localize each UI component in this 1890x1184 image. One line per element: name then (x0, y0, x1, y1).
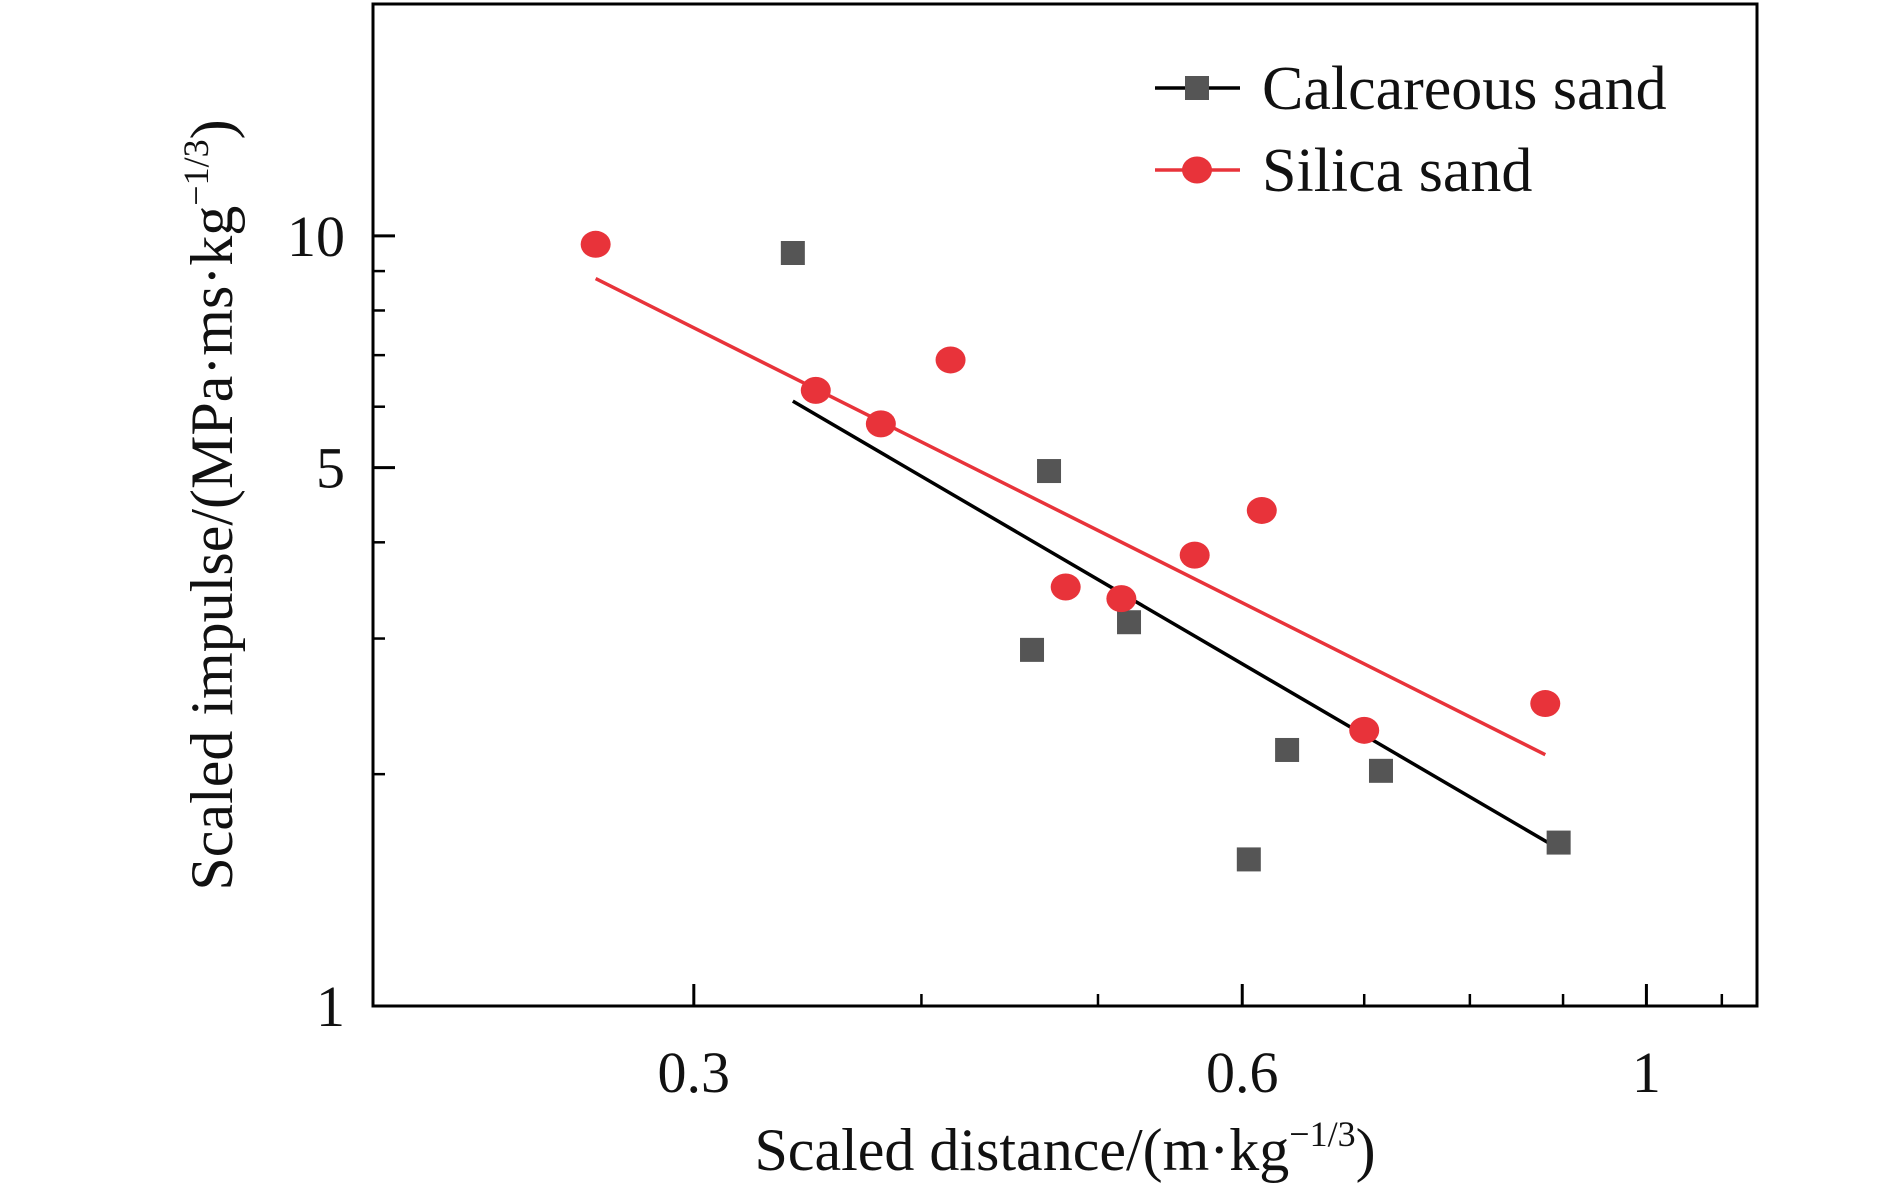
silica-point (1179, 541, 1210, 569)
y-axis-title: Scaled impulse/(MPa·ms·kg−1/3) (176, 119, 245, 890)
legend-calcareous-label: Calcareous sand (1262, 55, 1667, 123)
calcareous-point (1236, 847, 1261, 872)
x-axis-title: Scaled distance/(m·kg−1/3) (754, 1114, 1375, 1183)
silica-fit-line (594, 277, 1547, 757)
silica-point (935, 346, 966, 374)
calcareous-point (1037, 459, 1062, 484)
silica-point (580, 230, 611, 258)
silica-point (800, 376, 831, 404)
fit-lines-group (594, 277, 1560, 851)
calcareous-point (1546, 830, 1571, 855)
x-tick-label: 1 (1632, 1040, 1661, 1105)
legend-calcareous-marker (1185, 76, 1209, 100)
x-tick-label: 0.3 (658, 1040, 731, 1105)
legend: Calcareous sand Silica sand (1155, 55, 1667, 205)
legend-silica-label: Silica sand (1262, 137, 1532, 205)
y-tick-label: 10 (287, 204, 345, 269)
silica-point (1246, 496, 1277, 524)
legend-silica-marker (1182, 156, 1212, 184)
y-tick-label: 5 (316, 436, 345, 501)
y-axis-title-main: Scaled impulse/(MPa·ms·kg (179, 206, 245, 891)
silica-point (1050, 573, 1081, 601)
calcareous-fit-line (791, 399, 1560, 851)
calcareous-point (1275, 737, 1300, 762)
data-points-group (580, 230, 1571, 872)
x-axis-title-main: Scaled distance/(m·kg (754, 1117, 1289, 1183)
calcareous-point (1117, 610, 1142, 635)
silica-point (1106, 585, 1137, 613)
silica-point (1349, 716, 1380, 744)
silica-point (1530, 690, 1561, 718)
calcareous-point (1020, 637, 1045, 662)
y-axis-title-end: ) (179, 119, 245, 139)
y-axis-title-sup: −1/3 (176, 139, 216, 205)
calcareous-point (780, 240, 805, 265)
y-tick-label: 1 (316, 974, 345, 1039)
plot-border (371, 2, 1759, 1008)
plot-frame-group (371, 2, 1759, 1008)
calcareous-point (1368, 758, 1393, 783)
x-tick-label: 0.6 (1206, 1040, 1279, 1105)
silica-point (865, 410, 896, 438)
x-axis-title-sup: −1/3 (1289, 1114, 1355, 1154)
ticks-group: 0.3 0.6 1 1 5 10 (287, 204, 1724, 1105)
x-axis-title-end: ) (1356, 1117, 1376, 1183)
